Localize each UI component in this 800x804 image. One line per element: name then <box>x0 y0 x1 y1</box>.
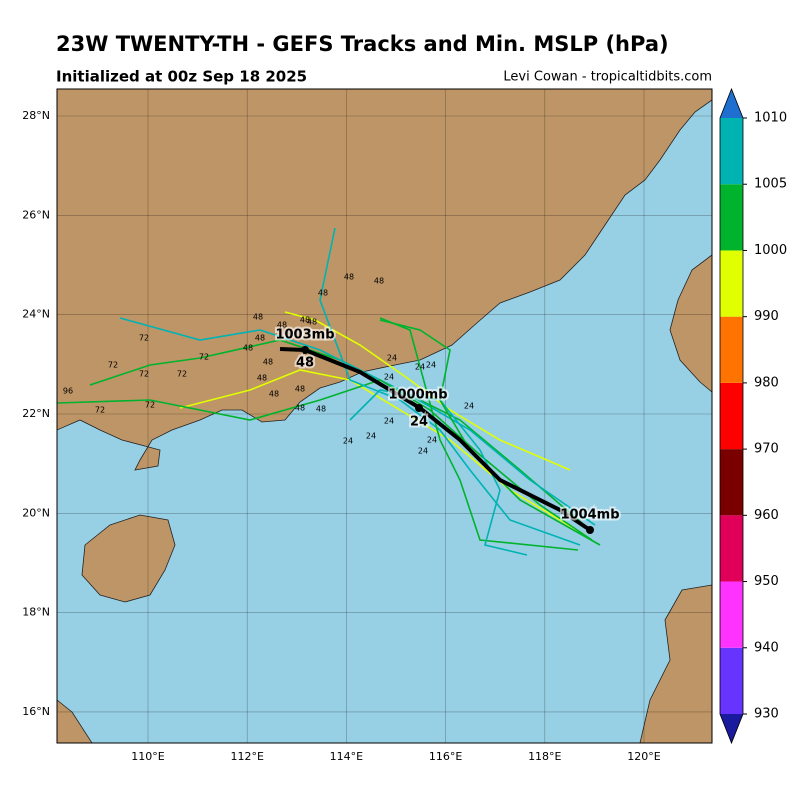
mean-label: 1004mb <box>560 508 619 523</box>
mean-48h-point <box>301 346 309 354</box>
vietnam-corner <box>57 699 93 743</box>
mean-label: 1000mb <box>388 388 447 403</box>
hour-label: 24 <box>418 447 428 456</box>
title: 23W TWENTY-TH - GEFS Tracks and Min. MSL… <box>56 32 669 56</box>
hour-label: 48 <box>374 277 384 286</box>
colorbar-label: 980 <box>754 375 779 390</box>
mainland <box>57 89 712 471</box>
hour-label: 24 <box>426 361 436 370</box>
mean-label: 24 <box>410 415 428 430</box>
colorbar-segment <box>720 647 743 714</box>
lon-label: 118°E <box>528 750 561 763</box>
colorbar-label: 1005 <box>754 177 787 192</box>
subtitle: Initialized at 00z Sep 18 2025 <box>56 68 307 86</box>
colorbar-segment <box>720 515 743 582</box>
hour-label: 48 <box>295 385 305 394</box>
colorbar: 930 940 950 960 970 980 990 1000 1005 1010 <box>719 87 787 745</box>
colorbar-segment <box>720 184 743 251</box>
colorbar-segment <box>720 449 743 516</box>
mean-label: 1003mb <box>275 328 334 343</box>
hour-label: 72 <box>108 361 118 370</box>
hour-label: 48 <box>316 405 326 414</box>
hour-label: 48 <box>255 334 265 343</box>
lat-label: 28°N <box>22 109 50 122</box>
hour-label: 48 <box>269 390 279 399</box>
colorbar-label: 950 <box>754 574 779 589</box>
hour-label: 48 <box>243 344 253 353</box>
colorbar-segment <box>720 581 743 648</box>
colorbar-label: 940 <box>754 640 779 655</box>
hour-label: 24 <box>427 436 437 445</box>
hainan <box>81 514 176 603</box>
lon-label: 116°E <box>429 750 462 763</box>
hour-label: 48 <box>277 321 287 330</box>
hour-label: 96 <box>63 387 73 396</box>
hour-label: 72 <box>139 370 149 379</box>
lat-label: 18°N <box>22 606 50 619</box>
hour-label: 24 <box>415 363 425 372</box>
hour-label: 24 <box>366 432 376 441</box>
hour-label: 24 <box>343 437 353 446</box>
credit: Levi Cowan - tropicaltidbits.com <box>503 70 712 85</box>
lat-label: 24°N <box>22 308 50 321</box>
hour-label: 48 <box>344 273 354 282</box>
colorbar-segment <box>720 250 743 317</box>
hour-label: 72 <box>95 406 105 415</box>
lon-label: 112°E <box>230 750 263 763</box>
hour-label: 72 <box>139 334 149 343</box>
colorbar-under <box>720 714 743 743</box>
hour-label: 48 <box>300 316 310 325</box>
colorbar-label: 960 <box>754 508 779 523</box>
map-frame <box>56 88 713 744</box>
hour-label: 72 <box>177 370 187 379</box>
luzon <box>639 584 712 743</box>
ensemble-mean-track <box>279 347 592 532</box>
hour-label: 24 <box>387 354 397 363</box>
mean-24h-point <box>415 404 423 412</box>
hour-label: 72 <box>145 401 155 410</box>
hour-label: 24 <box>384 417 394 426</box>
colorbar-over <box>720 89 743 118</box>
colorbar-label: 1010 <box>754 111 787 126</box>
map: 1003mb 48 1000mb 24 1004mb 72 72 72 72 72 72 9… <box>56 88 713 744</box>
colorbar-segment <box>720 316 743 383</box>
colorbar-segment <box>720 118 743 185</box>
colorbar-label: 1000 <box>754 243 787 258</box>
lat-label: 22°N <box>22 407 50 420</box>
hour-label: 24 <box>384 373 394 382</box>
hour-label: 48 <box>257 374 267 383</box>
colorbar-label: 990 <box>754 309 779 324</box>
colorbar-segment <box>720 382 743 450</box>
hour-label: 72 <box>199 353 209 362</box>
lat-label: 16°N <box>22 705 50 718</box>
lat-label: 20°N <box>22 506 50 519</box>
mean-label: 48 <box>296 356 314 371</box>
lon-label: 110°E <box>131 750 164 763</box>
hour-label: 48 <box>307 318 317 327</box>
hour-label: 48 <box>318 289 328 298</box>
lon-label: 114°E <box>330 750 363 763</box>
colorbar-label: 930 <box>754 707 779 722</box>
hour-label: 48 <box>295 404 305 413</box>
hour-label: 48 <box>253 313 263 322</box>
taiwan <box>669 254 712 393</box>
hour-label: 48 <box>263 358 273 367</box>
lat-label: 26°N <box>22 208 50 221</box>
hour-label: 24 <box>464 402 474 411</box>
mean-start-point <box>586 526 594 534</box>
lon-label: 120°E <box>627 750 660 763</box>
colorbar-label: 970 <box>754 442 779 457</box>
